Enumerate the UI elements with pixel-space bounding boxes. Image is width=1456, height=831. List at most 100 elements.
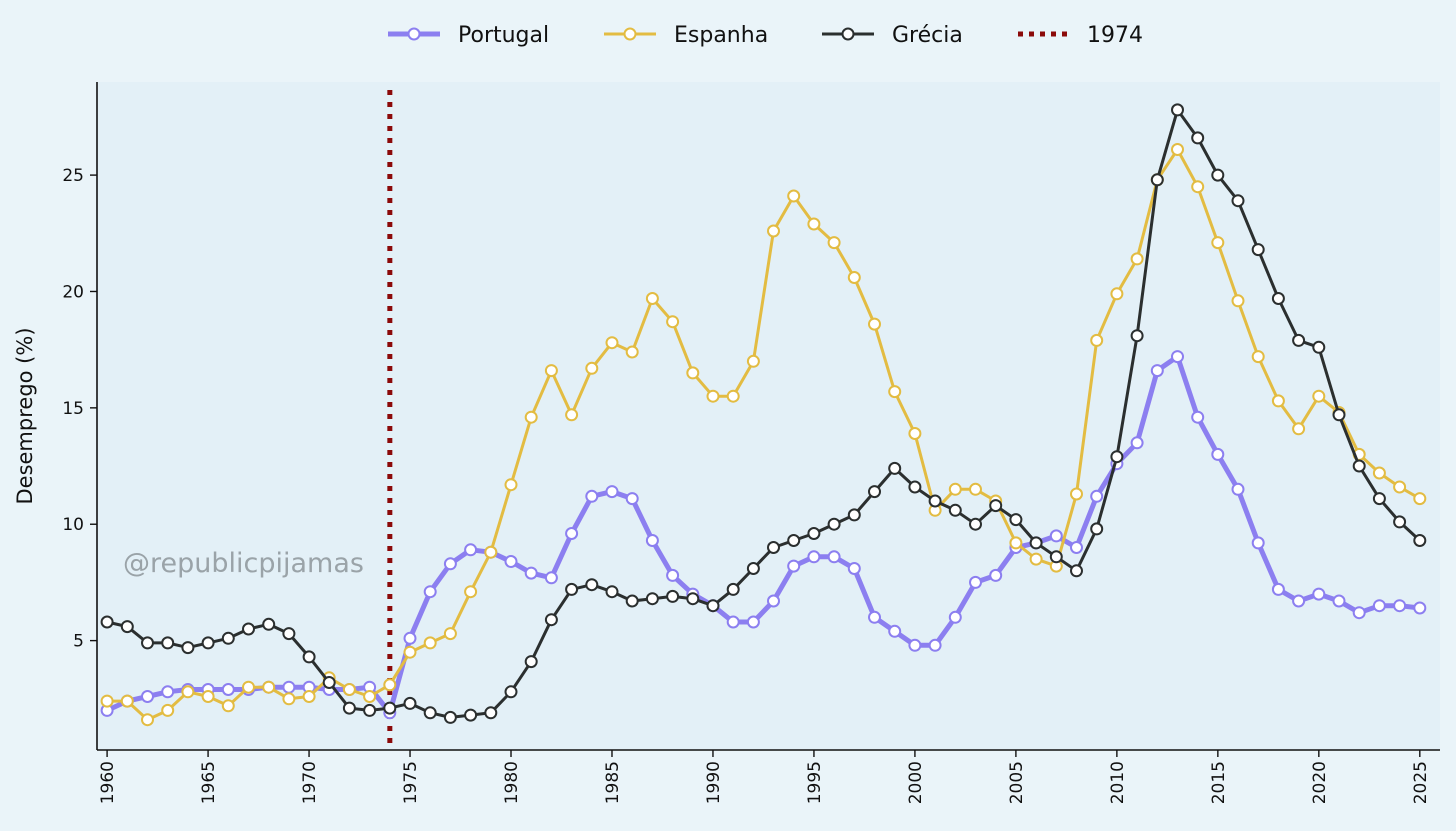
point-portugal-1991[interactable] — [726, 615, 740, 629]
point-portugal-2004[interactable] — [989, 568, 1003, 582]
point-grecia-2021[interactable] — [1332, 408, 1346, 422]
point-espanha-1974[interactable] — [383, 678, 397, 692]
point-portugal-1997[interactable] — [847, 562, 861, 575]
point-grecia-2002[interactable] — [948, 503, 962, 517]
point-grecia-2022[interactable] — [1352, 459, 1366, 473]
point-grecia-2024[interactable] — [1393, 515, 1407, 529]
point-espanha-1978[interactable] — [464, 585, 478, 599]
point-grecia-2013[interactable] — [1171, 103, 1184, 117]
point-espanha-1993[interactable] — [767, 224, 780, 238]
point-portugal-1999[interactable] — [888, 624, 902, 638]
point-grecia-2010[interactable] — [1110, 450, 1124, 464]
point-portugal-1982[interactable] — [544, 571, 558, 585]
point-grecia-1968[interactable] — [262, 617, 276, 631]
point-espanha-1985[interactable] — [605, 336, 619, 350]
point-portugal-1992[interactable] — [746, 615, 760, 629]
point-espanha-2024[interactable] — [1393, 480, 1407, 494]
point-espanha-1984[interactable] — [585, 361, 599, 375]
point-espanha-1964[interactable] — [181, 685, 195, 699]
point-espanha-1963[interactable] — [161, 703, 175, 717]
point-espanha-1991[interactable] — [726, 389, 740, 403]
point-grecia-1978[interactable] — [464, 708, 478, 722]
point-grecia-2003[interactable] — [969, 517, 982, 531]
point-grecia-2008[interactable] — [1070, 564, 1083, 578]
point-portugal-2008[interactable] — [1070, 541, 1083, 554]
point-portugal-2014[interactable] — [1191, 410, 1205, 424]
point-grecia-2012[interactable] — [1150, 173, 1164, 187]
point-espanha-2025[interactable] — [1413, 492, 1427, 506]
point-espanha-2008[interactable] — [1070, 487, 1083, 501]
point-grecia-1990[interactable] — [706, 599, 720, 613]
point-grecia-2019[interactable] — [1292, 333, 1306, 347]
point-portugal-1994[interactable] — [787, 559, 801, 573]
point-espanha-1990[interactable] — [706, 389, 720, 403]
point-portugal-1998[interactable] — [868, 610, 881, 624]
point-portugal-1987[interactable] — [645, 534, 659, 547]
legend-item-1974[interactable]: 1974 — [1018, 23, 1143, 48]
point-espanha-1972[interactable] — [342, 683, 356, 696]
point-portugal-1980[interactable] — [504, 555, 518, 568]
point-portugal-2002[interactable] — [948, 610, 962, 624]
point-portugal-1986[interactable] — [625, 492, 639, 506]
point-espanha-1981[interactable] — [524, 410, 538, 424]
point-espanha-2020[interactable] — [1312, 389, 1326, 403]
point-espanha-1976[interactable] — [423, 636, 437, 650]
point-grecia-1985[interactable] — [605, 585, 619, 599]
point-grecia-1983[interactable] — [565, 582, 579, 596]
point-grecia-1982[interactable] — [544, 613, 558, 627]
point-grecia-1964[interactable] — [181, 641, 195, 655]
point-grecia-1961[interactable] — [120, 620, 134, 634]
point-grecia-1973[interactable] — [363, 703, 377, 717]
point-espanha-1994[interactable] — [787, 189, 801, 203]
point-espanha-1987[interactable] — [645, 292, 659, 305]
point-espanha-1961[interactable] — [120, 694, 134, 708]
point-portugal-2024[interactable] — [1393, 599, 1407, 613]
point-portugal-2011[interactable] — [1130, 436, 1144, 450]
point-espanha-1989[interactable] — [686, 366, 700, 380]
point-portugal-2003[interactable] — [969, 575, 982, 589]
point-grecia-2017[interactable] — [1251, 243, 1265, 257]
point-portugal-2007[interactable] — [1049, 529, 1063, 543]
point-grecia-1981[interactable] — [524, 655, 538, 669]
point-grecia-2016[interactable] — [1231, 194, 1245, 208]
point-portugal-2013[interactable] — [1171, 350, 1184, 364]
point-espanha-1966[interactable] — [221, 699, 235, 713]
legend-item-portugal[interactable]: Portugal — [388, 23, 549, 48]
point-espanha-1970[interactable] — [302, 690, 316, 703]
point-espanha-1998[interactable] — [868, 317, 881, 331]
point-grecia-2014[interactable] — [1191, 131, 1205, 145]
point-portugal-2021[interactable] — [1332, 594, 1346, 608]
point-espanha-2010[interactable] — [1110, 287, 1124, 301]
point-espanha-1986[interactable] — [625, 345, 639, 359]
point-grecia-1994[interactable] — [787, 534, 801, 547]
point-espanha-2013[interactable] — [1171, 143, 1184, 156]
point-grecia-1972[interactable] — [342, 701, 356, 715]
point-portugal-2020[interactable] — [1312, 587, 1326, 601]
point-portugal-1978[interactable] — [464, 543, 478, 557]
point-grecia-2025[interactable] — [1413, 534, 1427, 547]
point-portugal-2001[interactable] — [928, 638, 942, 652]
point-espanha-1962[interactable] — [141, 713, 154, 727]
point-grecia-1996[interactable] — [827, 517, 841, 531]
point-grecia-1977[interactable] — [443, 710, 457, 724]
point-grecia-1995[interactable] — [807, 527, 821, 540]
point-espanha-1977[interactable] — [443, 627, 457, 641]
point-espanha-1969[interactable] — [282, 692, 296, 706]
point-grecia-1987[interactable] — [645, 592, 659, 606]
point-portugal-1976[interactable] — [423, 585, 437, 599]
point-portugal-1969[interactable] — [282, 680, 296, 694]
point-espanha-2016[interactable] — [1231, 294, 1245, 308]
point-portugal-1963[interactable] — [161, 685, 175, 699]
point-grecia-2000[interactable] — [908, 480, 922, 494]
point-espanha-1982[interactable] — [544, 364, 558, 378]
point-espanha-1988[interactable] — [666, 315, 680, 329]
point-espanha-2015[interactable] — [1211, 236, 1225, 250]
point-grecia-1963[interactable] — [161, 636, 175, 650]
point-portugal-2012[interactable] — [1150, 364, 1164, 378]
point-grecia-2005[interactable] — [1009, 513, 1023, 527]
point-grecia-1979[interactable] — [484, 706, 498, 720]
point-portugal-2019[interactable] — [1292, 594, 1306, 608]
point-grecia-2004[interactable] — [989, 499, 1003, 513]
legend-item-grecia[interactable]: Grécia — [822, 23, 963, 48]
point-espanha-1960[interactable] — [100, 694, 114, 708]
